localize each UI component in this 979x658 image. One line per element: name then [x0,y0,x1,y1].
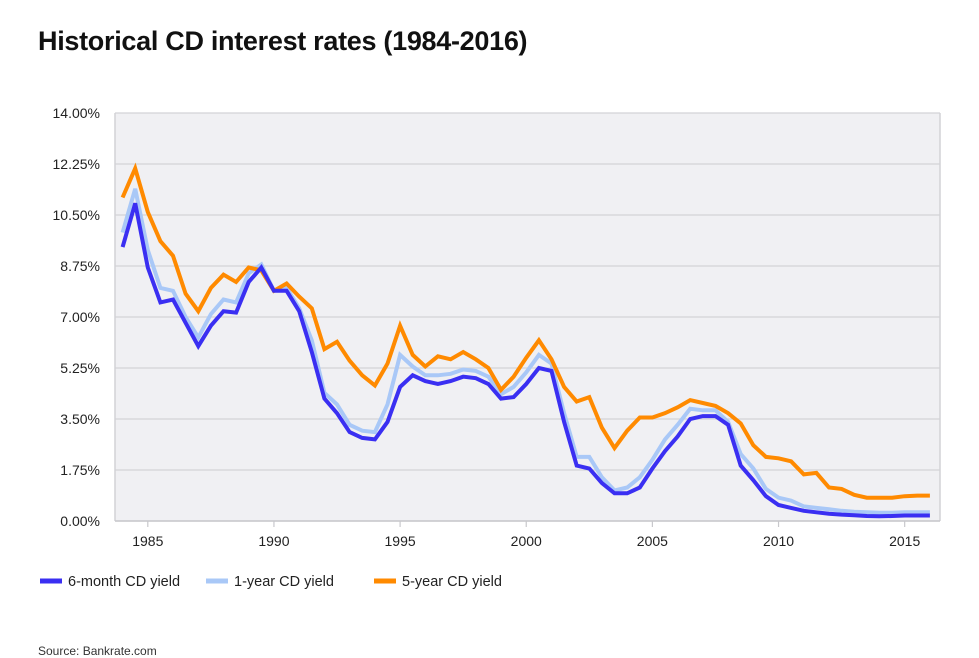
chart-title: Historical CD interest rates (1984-2016) [38,26,528,56]
y-tick-label: 3.50% [60,411,100,427]
x-tick-label: 1985 [132,533,163,549]
y-tick-label: 12.25% [53,156,100,172]
legend-label: 6-month CD yield [68,574,180,590]
series-lines [120,162,930,519]
legend-label: 5-year CD yield [402,574,502,590]
x-tick-label: 2010 [763,533,794,549]
y-tick-label: 7.00% [60,309,100,325]
line-chart: 0.00% 1.75% 3.50% 5.25% 7.00% 8.75% 10.50% 12.2… [40,105,941,590]
y-tick-label: 5.25% [60,360,100,376]
y-tick-label: 10.50% [53,207,100,223]
legend-label: 1-year CD yield [234,574,334,590]
y-tick-label: 8.75% [60,258,100,274]
x-axis: 1985 1990 1995 2000 2005 2010 2015 [115,520,940,549]
series-line-1 [120,202,930,519]
source-note: Source: Bankrate.com [38,644,157,658]
gridlines [114,112,941,522]
x-tick-label: 1995 [385,533,416,549]
x-tick-label: 2000 [511,533,542,549]
y-tick-label: 1.75% [60,462,100,478]
y-axis: 0.00% 1.75% 3.50% 5.25% 7.00% 8.75% 10.50% 12.2… [53,105,100,529]
y-tick-label: 0.00% [60,513,100,529]
x-tick-label: 2005 [637,533,668,549]
y-tick-label: 14.00% [53,105,100,121]
x-tick-label: 2015 [889,533,920,549]
x-tick-label: 1990 [258,533,289,549]
legend: 6-month CD yield 1-year CD yield 5-year CD… [40,574,502,590]
